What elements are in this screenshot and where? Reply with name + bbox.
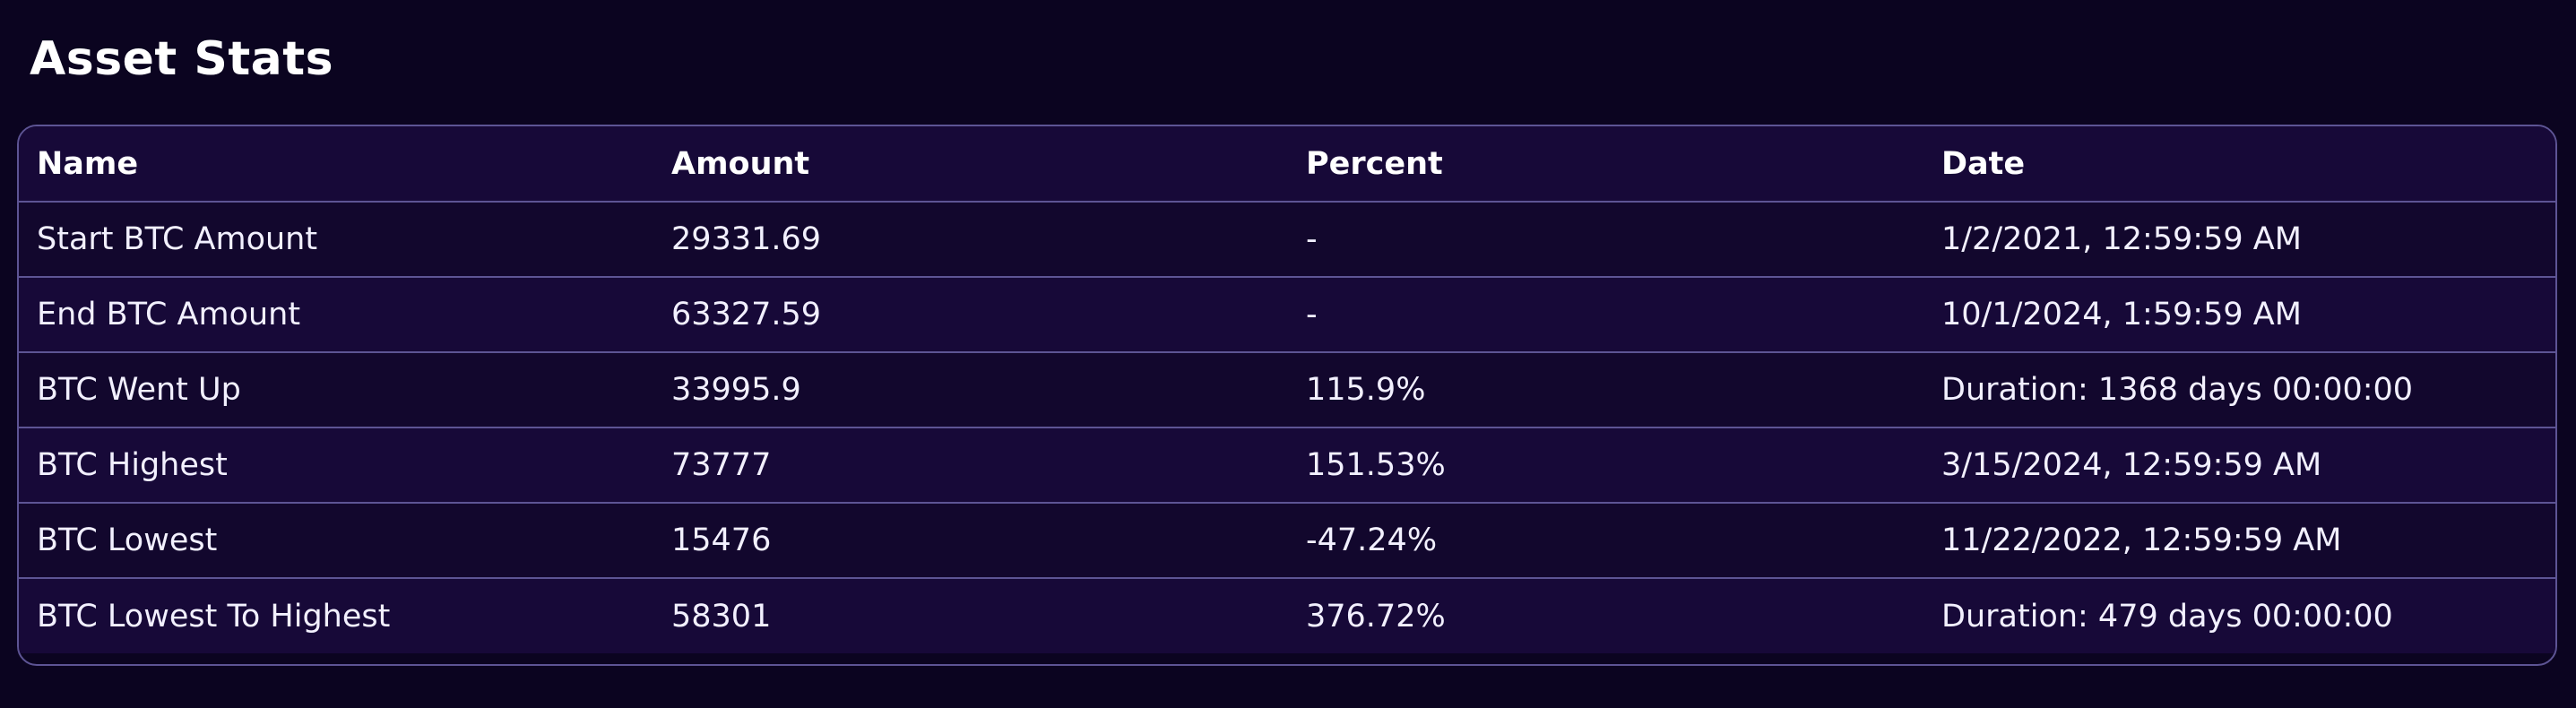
stats-table: Name Amount Percent Date Start BTC Amoun… [19, 126, 2555, 653]
column-header-percent: Percent [1288, 126, 1923, 202]
cell-date: 10/1/2024, 1:59:59 AM [1923, 276, 2555, 352]
column-header-name: Name [19, 126, 653, 202]
table-row: BTC Went Up 33995.9 115.9% Duration: 136… [19, 351, 2555, 427]
cell-amount: 58301 [653, 577, 1288, 653]
column-header-date: Date [1923, 126, 2555, 202]
table-row: End BTC Amount 63327.59 - 10/1/2024, 1:5… [19, 276, 2555, 352]
cell-percent: -47.24% [1288, 502, 1923, 578]
cell-date: Duration: 1368 days 00:00:00 [1923, 351, 2555, 427]
cell-date: Duration: 479 days 00:00:00 [1923, 577, 2555, 653]
cell-percent: 115.9% [1288, 351, 1923, 427]
cell-amount: 73777 [653, 427, 1288, 503]
table-header-row: Name Amount Percent Date [19, 126, 2555, 202]
cell-percent: 151.53% [1288, 427, 1923, 503]
asset-stats-table: Name Amount Percent Date Start BTC Amoun… [17, 125, 2557, 666]
cell-percent: 376.72% [1288, 577, 1923, 653]
page-title: Asset Stats [30, 32, 334, 86]
cell-amount: 15476 [653, 502, 1288, 578]
cell-name: BTC Lowest To Highest [19, 577, 653, 653]
cell-amount: 63327.59 [653, 276, 1288, 352]
cell-name: BTC Highest [19, 427, 653, 503]
cell-percent: - [1288, 201, 1923, 277]
cell-date: 11/22/2022, 12:59:59 AM [1923, 502, 2555, 578]
cell-name: BTC Went Up [19, 351, 653, 427]
table-row: BTC Lowest To Highest 58301 376.72% Dura… [19, 577, 2555, 653]
column-header-amount: Amount [653, 126, 1288, 202]
cell-date: 3/15/2024, 12:59:59 AM [1923, 427, 2555, 503]
cell-amount: 29331.69 [653, 201, 1288, 277]
table-row: Start BTC Amount 29331.69 - 1/2/2021, 12… [19, 201, 2555, 277]
cell-amount: 33995.9 [653, 351, 1288, 427]
cell-name: BTC Lowest [19, 502, 653, 578]
cell-name: End BTC Amount [19, 276, 653, 352]
table-row: BTC Highest 73777 151.53% 3/15/2024, 12:… [19, 427, 2555, 503]
cell-date: 1/2/2021, 12:59:59 AM [1923, 201, 2555, 277]
table-row: BTC Lowest 15476 -47.24% 11/22/2022, 12:… [19, 502, 2555, 578]
cell-percent: - [1288, 276, 1923, 352]
cell-name: Start BTC Amount [19, 201, 653, 277]
